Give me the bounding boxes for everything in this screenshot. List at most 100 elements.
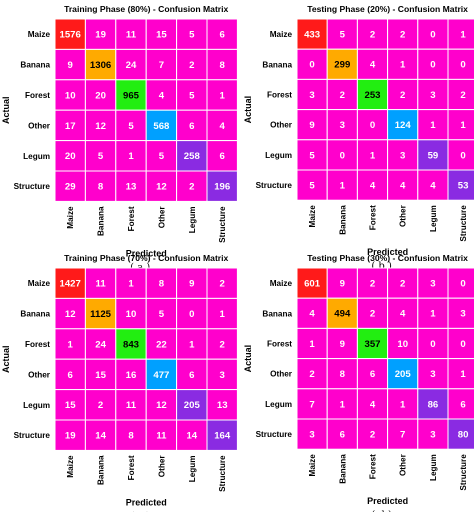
cell-value: 4 [370, 60, 376, 71]
heatmap-cell [356, 78, 389, 111]
row-tick-label: Forest [25, 91, 50, 100]
heatmap-cell [145, 267, 178, 299]
chart-title: Testing Phase (20%) - Confusion Matrix [307, 4, 468, 14]
cell-value: 0 [460, 150, 465, 161]
cell-value: 3 [430, 90, 435, 101]
heatmap-cell [176, 109, 208, 142]
cell-value: 2 [400, 30, 405, 41]
cell-value: 6 [460, 399, 465, 410]
cell-value: 59 [428, 150, 439, 161]
heatmap-cell [447, 139, 474, 171]
heatmap-cell [176, 170, 208, 202]
heatmap-cell [417, 109, 449, 141]
heatmap-cell [417, 388, 449, 420]
cell-value: 2 [460, 90, 465, 101]
cell-value: 3 [460, 309, 465, 320]
cell-value: 477 [153, 370, 169, 381]
cell-value: 205 [184, 400, 201, 411]
heatmap-cell [356, 169, 389, 201]
y-axis-label: Actual [243, 96, 253, 124]
cell-value: 6 [189, 370, 194, 381]
column-tick-label: Maize [66, 206, 75, 229]
cell-value: 6 [340, 430, 345, 441]
column-tick-label: Legum [429, 205, 438, 232]
heatmap-cell [176, 297, 208, 330]
panel-caption: ( b ) [371, 261, 392, 272]
y-axis-label: Actual [1, 345, 11, 373]
cell-value: 2 [370, 309, 375, 320]
cell-value: 14 [95, 431, 106, 442]
heatmap-cell [115, 140, 147, 172]
column-tick-label: Maize [308, 205, 317, 228]
cell-value: 1 [68, 339, 74, 350]
cell-value: 1306 [90, 60, 111, 71]
cell-value: 9 [340, 339, 345, 350]
heatmap-cell [54, 267, 86, 299]
heatmap-cell [206, 48, 238, 81]
cell-value: 8 [340, 369, 346, 380]
heatmap-cell [387, 139, 419, 171]
heatmap-cell [115, 389, 147, 421]
column-tick-label: Other [157, 206, 166, 229]
heatmap-cell [447, 109, 474, 141]
heatmap-cell [145, 170, 178, 202]
heatmap-cell [145, 48, 178, 81]
column-tick-label: Legum [188, 206, 197, 233]
cell-value: 1 [400, 399, 406, 410]
heatmap-cell [387, 169, 419, 201]
heatmap-cell [326, 418, 358, 450]
cell-value: 5 [159, 151, 165, 162]
cell-value: 7 [159, 60, 164, 71]
row-tick-label: Structure [14, 431, 51, 440]
cell-value: 9 [68, 60, 73, 71]
column-tick-label: Forest [369, 205, 378, 230]
x-axis-label: Predicted [367, 496, 408, 506]
cell-value: 1 [340, 399, 346, 410]
cell-value: 0 [460, 279, 465, 290]
cell-value: 12 [156, 400, 167, 411]
cell-value: 24 [95, 339, 106, 350]
heatmap-cell [176, 140, 208, 172]
heatmap-cell [296, 169, 328, 201]
cell-value: 11 [126, 400, 137, 411]
cell-value: 86 [428, 399, 439, 410]
row-tick-label: Banana [20, 61, 50, 70]
heatmap-cell [115, 419, 147, 451]
cell-value: 5 [189, 90, 195, 101]
cell-value: 3 [340, 120, 345, 131]
heatmap-cell [387, 418, 419, 450]
column-tick-label: Other [399, 453, 408, 476]
cell-value: 299 [334, 60, 350, 71]
heatmap-cell [326, 169, 358, 201]
heatmap-cell [115, 297, 147, 330]
row-tick-label: Forest [267, 340, 292, 349]
cell-value: 15 [65, 400, 76, 411]
cell-value: 196 [214, 182, 230, 193]
heatmap-cell [356, 267, 389, 299]
heatmap-cell [176, 419, 208, 451]
cell-value: 19 [95, 30, 106, 41]
row-tick-label: Other [270, 370, 293, 379]
cell-value: 205 [395, 369, 412, 380]
cell-value: 433 [304, 30, 320, 41]
heatmap-cell [145, 328, 178, 360]
cell-value: 2 [189, 182, 194, 193]
cell-value: 6 [370, 369, 375, 380]
heatmap-cell [417, 78, 449, 111]
column-tick-label: Structure [459, 205, 468, 242]
cell-value: 9 [309, 120, 314, 131]
heatmap-cell [356, 18, 389, 50]
cell-value: 253 [364, 90, 380, 101]
heatmap-cell [296, 327, 328, 360]
cell-value: 0 [430, 60, 435, 71]
row-tick-label: Structure [256, 430, 293, 439]
cell-value: 10 [126, 309, 137, 320]
cell-value: 357 [364, 339, 380, 350]
heatmap-cell [326, 78, 358, 111]
cell-value: 6 [220, 151, 225, 162]
row-tick-label: Legum [23, 152, 50, 161]
cell-value: 0 [430, 30, 435, 41]
cell-value: 6 [220, 30, 225, 41]
cell-value: 4 [370, 399, 376, 410]
